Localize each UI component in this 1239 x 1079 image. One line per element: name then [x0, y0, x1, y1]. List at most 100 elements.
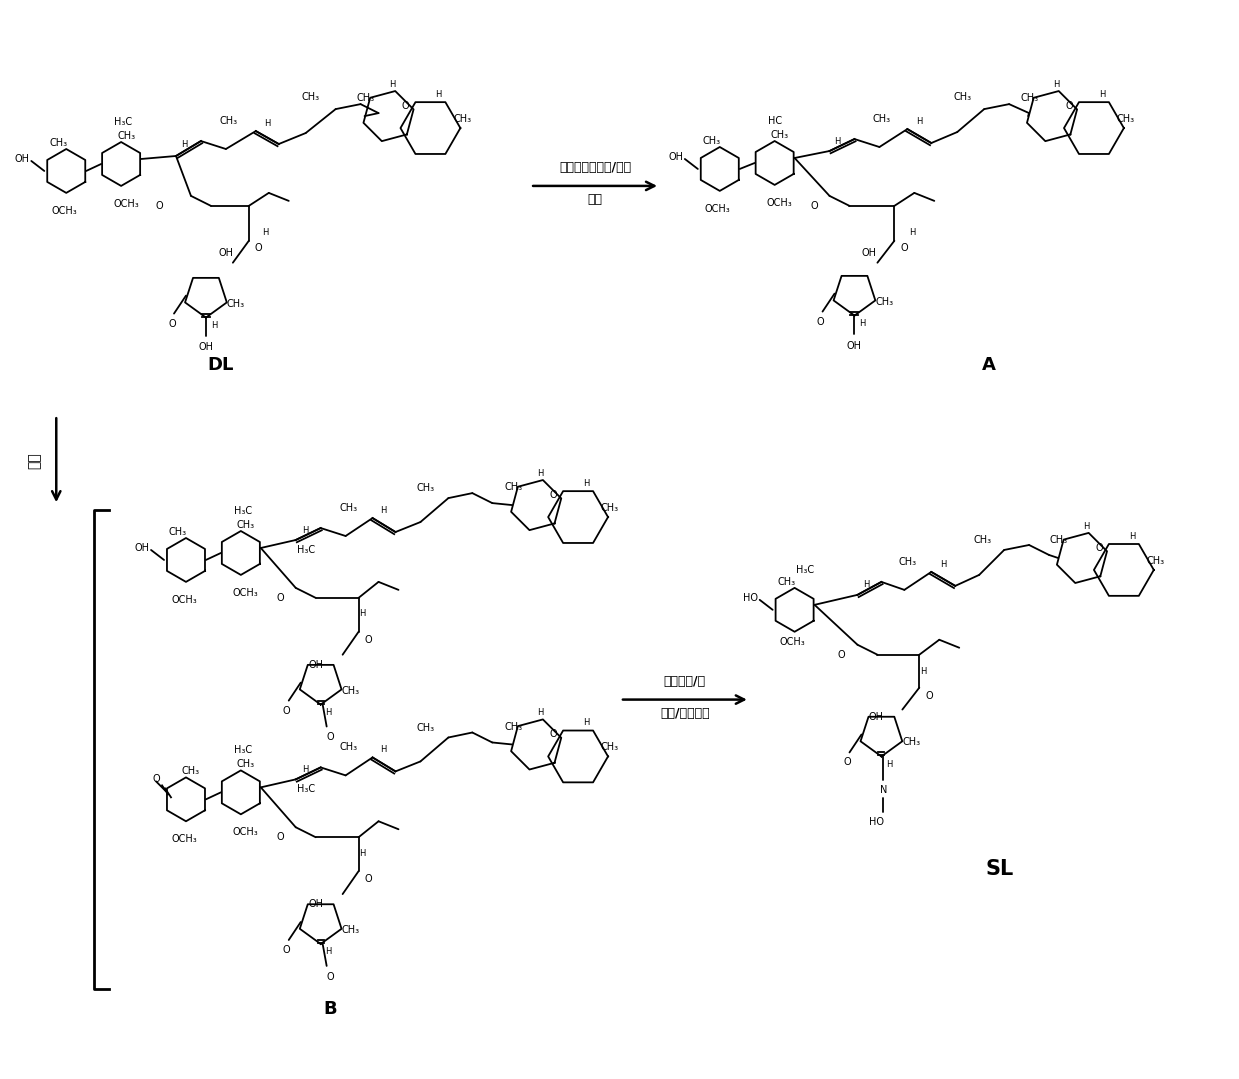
Text: O: O	[817, 316, 824, 327]
Text: CH₃: CH₃	[50, 138, 67, 148]
Text: H₃C: H₃C	[296, 545, 315, 555]
Text: OCH₃: OCH₃	[51, 206, 77, 216]
Text: OCH₃: OCH₃	[779, 637, 805, 646]
Text: H: H	[1099, 90, 1105, 98]
Text: H: H	[921, 667, 927, 677]
Text: N: N	[880, 786, 887, 795]
Text: H: H	[536, 708, 544, 718]
Text: CH₃: CH₃	[342, 685, 359, 696]
Text: CH₃: CH₃	[953, 92, 971, 103]
Text: CH₃: CH₃	[1147, 556, 1165, 566]
Text: H: H	[940, 560, 947, 570]
Text: O: O	[1066, 101, 1073, 111]
Text: OH: OH	[15, 154, 30, 164]
Text: CH₃: CH₃	[778, 577, 795, 587]
Text: H: H	[916, 117, 923, 125]
Text: OCH₃: OCH₃	[233, 588, 259, 598]
Text: 甲醇/二氧六环: 甲醇/二氧六环	[660, 707, 710, 720]
Text: OCH₃: OCH₃	[233, 828, 259, 837]
Text: SL: SL	[985, 859, 1014, 879]
Text: H₃C: H₃C	[296, 784, 315, 794]
Text: OCH₃: OCH₃	[171, 595, 197, 605]
Text: O: O	[169, 318, 176, 329]
Text: HO: HO	[869, 817, 883, 828]
Text: 三苯基磷氯化钒/甲苯: 三苯基磷氯化钒/甲苯	[559, 162, 631, 175]
Text: H: H	[435, 90, 441, 98]
Text: O: O	[155, 201, 162, 210]
Text: H₃C: H₃C	[114, 118, 133, 127]
Text: CH₃: CH₃	[453, 114, 471, 124]
Text: H: H	[380, 745, 387, 754]
Text: O: O	[901, 243, 908, 252]
Text: CH₃: CH₃	[703, 136, 721, 146]
Text: H: H	[860, 319, 866, 328]
Text: CH₃: CH₃	[1020, 93, 1038, 104]
Text: CH₃: CH₃	[237, 760, 255, 769]
Text: H: H	[864, 581, 870, 589]
Text: 氯化: 氯化	[27, 452, 41, 468]
Text: CH₃: CH₃	[875, 297, 893, 306]
Text: CH₃: CH₃	[339, 503, 358, 514]
Text: O: O	[278, 832, 285, 843]
Text: CH₃: CH₃	[416, 723, 435, 733]
Text: OCH₃: OCH₃	[171, 834, 197, 844]
Text: CH₃: CH₃	[416, 483, 435, 493]
Text: H: H	[265, 119, 271, 127]
Text: OH: OH	[668, 152, 684, 162]
Text: O: O	[1095, 543, 1103, 552]
Text: H: H	[389, 80, 395, 88]
Text: H: H	[211, 322, 217, 330]
Text: CH₃: CH₃	[872, 114, 891, 124]
Text: CH₃: CH₃	[339, 742, 358, 752]
Text: CH₃: CH₃	[182, 766, 199, 777]
Text: H: H	[359, 849, 366, 858]
Text: HC: HC	[768, 117, 782, 126]
Text: H: H	[181, 139, 187, 149]
Text: OCH₃: OCH₃	[705, 204, 731, 214]
Text: H₃C: H₃C	[234, 746, 252, 755]
Text: CH₃: CH₃	[169, 527, 187, 537]
Text: H₃C: H₃C	[795, 565, 814, 575]
Text: CH₃: CH₃	[227, 299, 245, 309]
Text: CH₃: CH₃	[771, 131, 789, 140]
Text: CH₃: CH₃	[342, 925, 359, 935]
Text: O: O	[838, 650, 845, 659]
Text: H: H	[1129, 532, 1135, 541]
Text: OH: OH	[309, 899, 323, 910]
Text: OH: OH	[847, 341, 862, 351]
Text: H: H	[536, 468, 544, 478]
Text: H: H	[359, 610, 366, 618]
Text: A: A	[983, 356, 996, 374]
Text: O: O	[282, 945, 291, 955]
Text: H: H	[302, 765, 309, 774]
Text: O: O	[255, 243, 263, 252]
Text: OH: OH	[218, 248, 233, 258]
Text: OH: OH	[309, 659, 323, 670]
Text: CH₃: CH₃	[237, 520, 255, 530]
Text: H: H	[302, 525, 309, 534]
Text: CH₃: CH₃	[601, 503, 620, 514]
Text: OH: OH	[862, 248, 877, 258]
Text: 盐酸羟胺/水: 盐酸羟胺/水	[664, 675, 706, 688]
Text: O: O	[327, 733, 335, 742]
Text: H: H	[886, 760, 892, 769]
Text: CH₃: CH₃	[601, 742, 620, 752]
Text: H: H	[263, 229, 269, 237]
Text: H₃C: H₃C	[234, 506, 252, 516]
Text: H: H	[380, 506, 387, 515]
Text: O: O	[152, 775, 160, 784]
Text: CH₃: CH₃	[973, 535, 991, 545]
Text: O: O	[278, 592, 285, 603]
Text: 氢气: 氢气	[587, 193, 602, 206]
Text: O: O	[844, 757, 851, 767]
Text: O: O	[810, 201, 819, 210]
Text: H: H	[1083, 521, 1089, 531]
Text: H: H	[582, 718, 590, 727]
Text: OH: OH	[869, 711, 883, 722]
Text: O: O	[401, 101, 409, 111]
Text: H: H	[326, 947, 332, 956]
Text: OH: OH	[198, 342, 213, 353]
Text: CH₃: CH₃	[301, 92, 320, 103]
Text: O: O	[549, 490, 558, 500]
Text: O: O	[364, 634, 373, 645]
